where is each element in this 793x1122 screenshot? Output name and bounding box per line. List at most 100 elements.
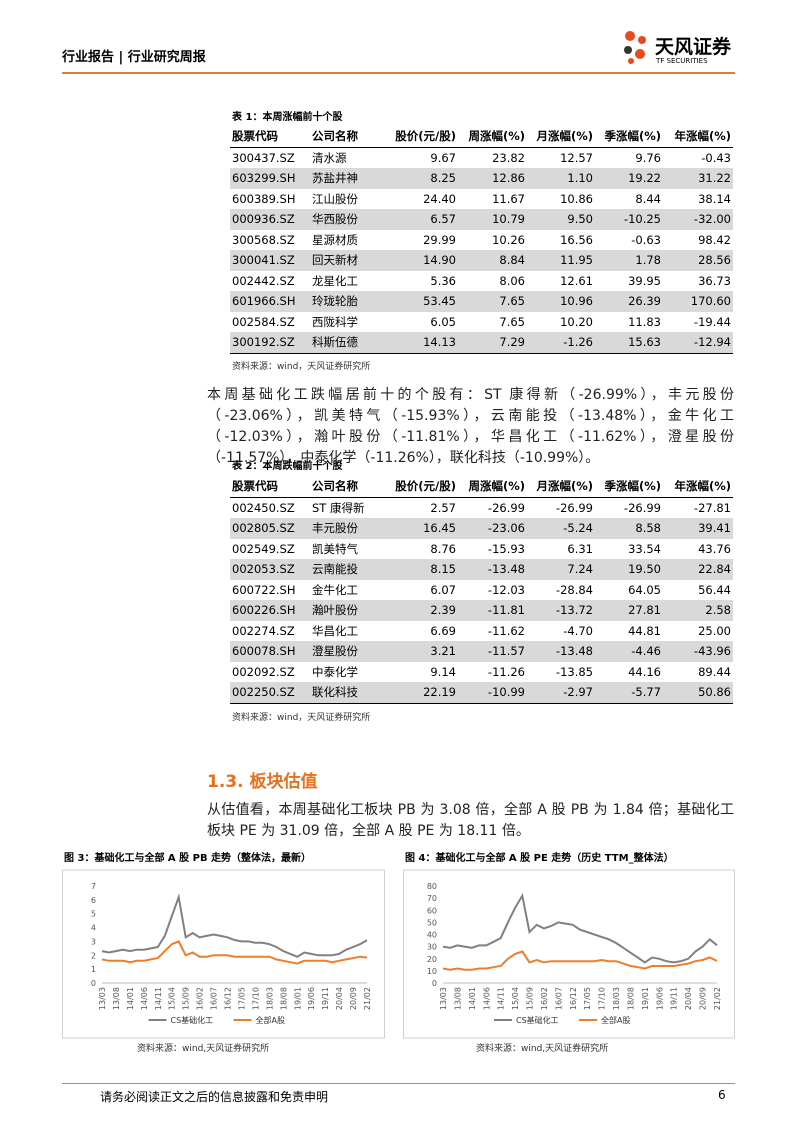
logo-icon [624, 31, 646, 64]
legend-label: 全部A股 [601, 1015, 630, 1025]
table-row: 000936.SZ 华西股份 6.57 10.79 9.50 -10.25 -32.00 [230, 209, 733, 230]
table-cell: -10.25 [595, 209, 663, 230]
table-cell: 1.78 [595, 250, 663, 271]
table-cell: 10.26 [492, 232, 525, 247]
x-tick-label: 15/09 [526, 987, 535, 1010]
x-tick-label: 18/08 [279, 987, 288, 1010]
table-cell: -4.46 [595, 641, 663, 662]
x-tick-label: 13/03 [98, 987, 107, 1010]
table-cell: 16.45 [388, 518, 458, 539]
table-cell: 6.07 [430, 582, 456, 597]
x-tick-label: 15/04 [511, 987, 520, 1010]
x-tick-label: 17/10 [598, 987, 607, 1010]
table-cell: 7.65 [499, 314, 525, 329]
table-cell: 300568.SZ [232, 232, 295, 247]
header-row: 股票代码 公司名称 股价(元/股) 周涨幅(%) 月涨幅(%) 季涨幅(%) 年涨幅(%) [230, 126, 733, 148]
table-cell: -11.62 [487, 623, 525, 638]
table-cell: 27.81 [595, 600, 663, 621]
column-header: 周涨幅(%) [458, 126, 527, 148]
table-cell: 1.10 [527, 168, 595, 189]
table-cell: 15.63 [595, 332, 663, 354]
table-cell: 8.44 [635, 191, 661, 206]
table-cell: 14.90 [388, 250, 458, 271]
table-cell: 华昌化工 [312, 623, 358, 638]
table-cell: -15.93 [487, 541, 525, 556]
column-header: 月涨幅(%) [527, 126, 595, 148]
x-tick-label: 13/03 [439, 987, 448, 1010]
table-caption: 表 2：本周跌幅前十个股 [232, 461, 343, 472]
legend-label: CS基础化工 [171, 1015, 214, 1025]
footer-rule [62, 1083, 735, 1084]
table-cell: 53.45 [388, 291, 458, 312]
table-cell: 43.76 [698, 541, 731, 556]
table-cell: 9.50 [527, 209, 595, 230]
x-tick-label: 17/05 [237, 987, 246, 1010]
table-cell: 澄星股份 [310, 641, 388, 662]
y-tick-label: 30 [427, 943, 437, 952]
table-cell: 26.39 [595, 291, 663, 312]
table-caption: 表 1：本周涨幅前十个股 [232, 112, 343, 123]
x-tick-label: 19/06 [655, 987, 664, 1010]
table-cell: -26.99 [555, 500, 593, 515]
line-series [442, 892, 718, 964]
table: 股票代码 公司名称 股价(元/股) 周涨幅(%) 月涨幅(%) 季涨幅(%) 年涨幅(%) 0… [230, 476, 733, 704]
column-header: 股票代码 [230, 126, 310, 148]
table-cell: -28.84 [555, 582, 593, 597]
chart-frame [403, 869, 735, 1039]
table-cell: 苏盐井神 [310, 168, 388, 189]
table-cell: 300192.SZ [230, 332, 310, 354]
table-row: 002053.SZ 云南能投 8.15 -13.48 7.24 19.50 22.84 [230, 559, 733, 580]
table-cell: 星源材质 [312, 232, 358, 247]
table-cell: -5.77 [595, 682, 663, 704]
x-tick-label: 20/09 [349, 987, 358, 1010]
table-cell: 5.36 [430, 273, 456, 288]
table-cell: 云南能投 [310, 559, 388, 580]
table-cell: 600078.SH [230, 641, 310, 662]
table-cell: -26.99 [487, 500, 525, 515]
table-cell: 11.83 [628, 314, 661, 329]
table-cell: 江山股份 [312, 191, 358, 206]
header-rule [62, 72, 735, 74]
table-cell: -26.99 [623, 500, 661, 515]
header-left: 行业报告 | 行业研究周报 [62, 50, 206, 65]
x-tick-label: 14/01 [468, 987, 477, 1010]
x-tick-label: 21/02 [363, 987, 372, 1010]
page-number: 6 [718, 1088, 726, 1102]
table-cell: -11.81 [458, 600, 527, 621]
table-cell: -13.48 [527, 641, 595, 662]
table-cell: 002053.SZ [230, 559, 310, 580]
table-cell: 002805.SZ [230, 518, 310, 539]
table-row: 600722.SH 金牛化工 6.07 -12.03 -28.84 64.05 56.44 [230, 580, 733, 601]
table-cell: 8.25 [388, 168, 458, 189]
table-cell: 7.29 [458, 332, 527, 354]
table-cell: 丰元股份 [310, 518, 388, 539]
table-cell: 29.99 [423, 232, 456, 247]
x-tick-label: 19/06 [307, 987, 316, 1010]
table-cell: 12.61 [560, 273, 593, 288]
chart: 图 3：基础化工与全部 A 股 PB 走势（整体法，最新） 0 1 2 3 4 5 6 7 13/… [62, 851, 385, 1054]
table-cell: 金牛化工 [312, 582, 358, 597]
table-cell: 科斯伍德 [310, 332, 388, 354]
table-cell: 31.22 [663, 168, 733, 189]
y-tick-label: 1 [91, 965, 96, 974]
table-cell: 56.44 [698, 582, 731, 597]
table-cell: 9.76 [635, 150, 661, 165]
table-row: 600226.SH 瀚叶股份 2.39 -11.81 -13.72 27.81 2.58 [230, 600, 733, 621]
table: 股票代码 公司名称 股价(元/股) 周涨幅(%) 月涨幅(%) 季涨幅(%) 年涨幅(%) 3… [230, 126, 733, 354]
x-tick-label: 16/07 [554, 987, 563, 1010]
x-tick-label: 18/08 [626, 987, 635, 1010]
y-tick-label: 5 [91, 910, 96, 919]
x-tick-label: 19/11 [321, 987, 330, 1010]
table-cell: -1.26 [527, 332, 595, 354]
header-row: 股票代码 公司名称 股价(元/股) 周涨幅(%) 月涨幅(%) 季涨幅(%) 年涨幅(%) [230, 476, 733, 498]
column-header: 月涨幅(%) [527, 476, 595, 498]
table-cell: 23.82 [492, 150, 525, 165]
table-cell: 西陇科学 [312, 314, 358, 329]
table-cell: -12.03 [487, 582, 525, 597]
table-cell: -11.57 [458, 641, 527, 662]
column-header: 年涨幅(%) [663, 476, 733, 498]
x-tick-label: 17/05 [583, 987, 592, 1010]
y-tick-label: 40 [427, 931, 437, 940]
x-tick-label: 17/10 [251, 987, 260, 1010]
table-row: 300568.SZ 星源材质 29.99 10.26 16.56 -0.63 98.42 [230, 230, 733, 251]
